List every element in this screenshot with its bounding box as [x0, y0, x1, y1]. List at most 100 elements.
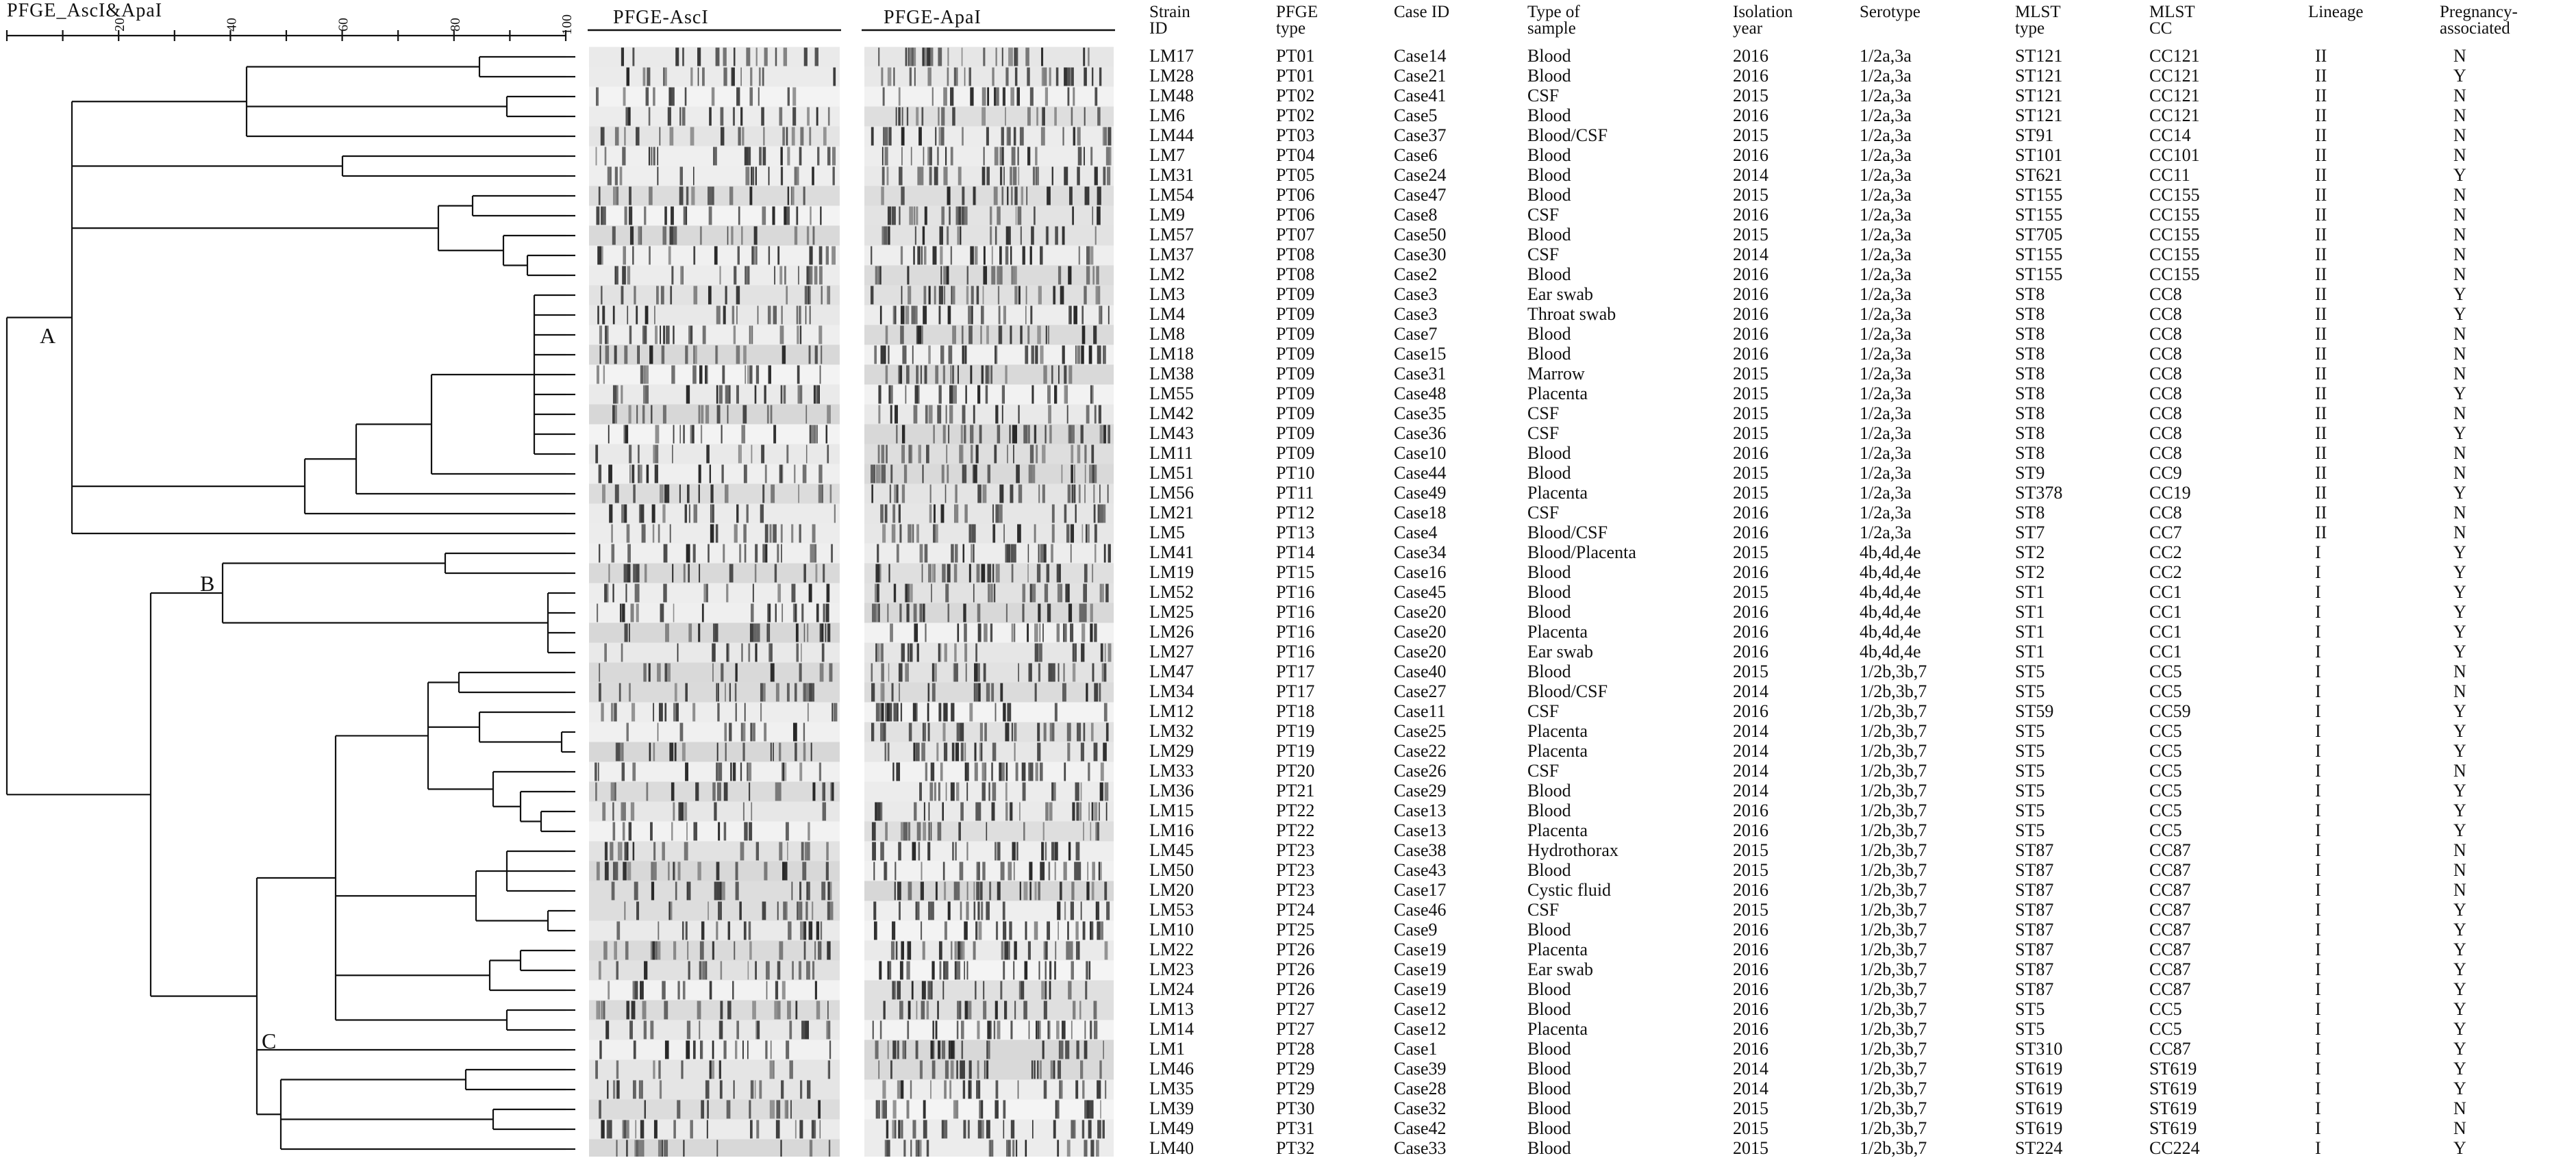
apaI-gel-band [1018, 663, 1019, 682]
apaI-gel-band [997, 206, 1001, 225]
ascI-gel-band [780, 524, 783, 543]
ascI-gel-band [673, 861, 675, 881]
ascI-gel-band [599, 325, 603, 344]
cell-isolation-year: 2016 [1733, 66, 1768, 86]
ascI-gel-band [779, 842, 783, 861]
apaI-gel-band [957, 941, 961, 960]
apaI-gel-band [912, 842, 916, 861]
apaI-gel-band [1039, 1060, 1042, 1079]
ascI-gel-band [624, 206, 627, 225]
cell-case-id: Case8 [1394, 205, 1438, 225]
apaI-gel-band [1063, 623, 1064, 642]
ascI-gel-band [688, 881, 690, 901]
apaI-gel-band [892, 981, 895, 1000]
ascI-gel-band [600, 1000, 604, 1020]
ascI-gel-band [705, 1080, 710, 1099]
apaI-gel-band [1001, 47, 1003, 66]
ascI-gel-band [830, 782, 834, 801]
apaI-gel-band [1029, 87, 1034, 106]
cell-mlst-type: ST1 [2015, 642, 2045, 662]
cell-pfge-type: PT23 [1276, 860, 1315, 880]
apaI-gel-band [983, 1000, 987, 1020]
apaI-gel-band [986, 1120, 990, 1139]
apaI-gel-lane [864, 861, 1114, 881]
apaI-gel-band [1005, 246, 1009, 265]
cell-mlst-cc: CC8 [2149, 304, 2182, 324]
ascI-gel-band [640, 504, 645, 523]
apaI-gel-band [1097, 286, 1101, 305]
apaI-gel-band [1084, 1140, 1088, 1157]
apaI-gel-band [1103, 544, 1106, 563]
cell-pfge-type: PT21 [1276, 781, 1315, 801]
apaI-gel-band [1016, 842, 1018, 861]
ascI-gel-band [816, 385, 819, 404]
ascI-gel-band [619, 166, 623, 186]
ascI-gel-band [625, 1140, 628, 1157]
ascI-gel-band [742, 405, 747, 424]
cell-strain-id: LM11 [1149, 443, 1194, 463]
ascI-gel-band [601, 286, 603, 305]
ascI-gel-band [817, 385, 820, 404]
cell-case-id: Case29 [1394, 781, 1447, 801]
ascI-gel-band [643, 365, 646, 384]
ascI-gel-band [716, 385, 718, 404]
ascI-gel-band [805, 444, 808, 464]
cell-pfge-type: PT29 [1276, 1079, 1315, 1098]
cell-serotype: 1/2a,3a [1860, 383, 1912, 403]
cell-pfge-type: PT29 [1276, 1059, 1315, 1079]
ascI-gel-band [772, 206, 775, 225]
apaI-gel-band [875, 1040, 879, 1059]
apaI-gel-band [955, 782, 960, 801]
cell-case-id: Case48 [1394, 383, 1447, 403]
cell-case-id: Case14 [1394, 46, 1447, 66]
apaI-gel-band [907, 266, 910, 285]
apaI-gel-lane [864, 841, 1114, 861]
apaI-gel-band [992, 742, 997, 761]
apaI-gel-band [914, 385, 918, 404]
apaI-gel-band [1092, 861, 1095, 881]
ascI-gel-band [711, 1060, 715, 1079]
ascI-gel-band [720, 127, 725, 146]
apaI-gel-band [962, 464, 964, 483]
cell-sample-type: Blood [1527, 602, 1571, 622]
ascI-gel-band [716, 345, 718, 364]
apaI-gel-band [931, 961, 935, 980]
apaI-gel-band [977, 861, 980, 881]
ascI-gel-band [783, 901, 787, 920]
ascI-gel-band [599, 544, 601, 563]
cell-sample-type: Ear swab [1527, 284, 1594, 304]
ascI-gel-band [648, 147, 651, 166]
ascI-gel-band [668, 246, 671, 265]
ascI-gel-band [818, 464, 823, 483]
apaI-gel-band [985, 365, 989, 384]
apaI-gel-band [1043, 722, 1047, 742]
apaI-gel-band [939, 226, 943, 245]
apaI-gel-band [925, 623, 927, 642]
apaI-gel-band [997, 1020, 1001, 1040]
ascI-gel-band [738, 206, 740, 225]
apaI-gel-band [1028, 663, 1030, 682]
apaI-gel-band [916, 524, 919, 543]
ascI-gel-band [714, 147, 717, 166]
apaI-gel-band [1086, 246, 1090, 265]
apaI-gel-band [905, 583, 908, 603]
ascI-gel-band [718, 901, 722, 920]
ascI-gel-band [734, 266, 737, 285]
apaI-gel-band [950, 1060, 954, 1079]
ascI-gel-band [777, 901, 779, 920]
apaI-gel-band [955, 206, 959, 225]
apaI-gel-band [1045, 425, 1047, 444]
apaI-gel-band [1071, 1120, 1075, 1139]
apaI-gel-band [897, 881, 901, 901]
ascI-gel-band [705, 365, 708, 384]
ascI-gel-band [664, 1140, 668, 1157]
ascI-gel-band [752, 1000, 756, 1020]
apaI-gel-band [938, 941, 942, 960]
apaI-gel-band [966, 961, 968, 980]
ascI-gel-band [781, 603, 784, 622]
apaI-gel-band [1014, 742, 1016, 761]
apaI-gel-band [1025, 305, 1027, 325]
apaI-gel-band [981, 564, 986, 583]
apaI-gel-band [1071, 524, 1075, 543]
apaI-gel-band [902, 345, 906, 364]
